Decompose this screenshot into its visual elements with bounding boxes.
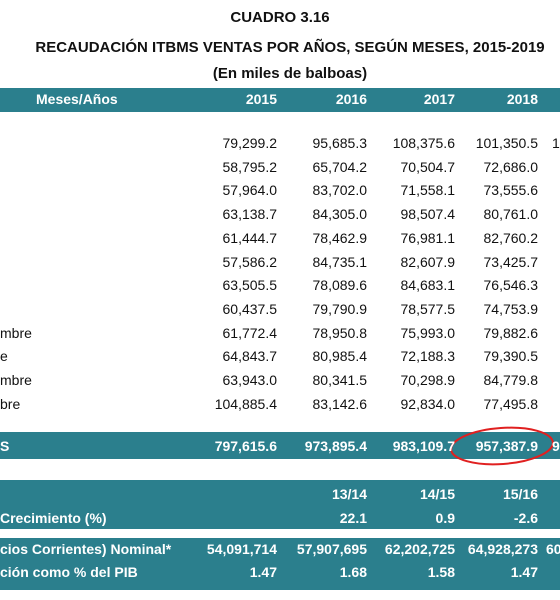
- cell: 98,507.4: [400, 206, 456, 223]
- cell: 73,425.7: [483, 253, 539, 270]
- cell: 64,843.7: [222, 348, 278, 365]
- column-header: 2016: [335, 91, 367, 107]
- gdp-label: ción como % del PIB: [0, 564, 138, 580]
- period: 13/14: [331, 486, 367, 502]
- growth-label: Crecimiento (%): [0, 510, 107, 526]
- total-cell: 983,109.7: [392, 438, 455, 454]
- cell: 72,686.0: [483, 158, 539, 175]
- total-cell: 973,895.4: [304, 438, 367, 454]
- cell: 83,702.0: [312, 182, 368, 199]
- cell: 73,555.6: [483, 182, 539, 199]
- cell: 80,341.5: [312, 372, 368, 388]
- column-header: 2017: [423, 91, 455, 107]
- cell: 76,546.3: [483, 277, 539, 294]
- cell: 79,790.9: [312, 300, 368, 317]
- cell: 57,964.0: [222, 182, 278, 199]
- cell: 82,760.2: [483, 229, 539, 246]
- cell: 79,882.6: [483, 324, 539, 341]
- cell: 65,704.2: [312, 158, 368, 175]
- cell: 95,685.3: [312, 135, 368, 151]
- cell: 83,142.6: [312, 395, 368, 412]
- cell: 108,375.6: [392, 135, 455, 151]
- unit: (En miles de balboas): [212, 65, 368, 82]
- cell: 76,981.1: [400, 229, 456, 246]
- cell: 77,495.8: [483, 395, 539, 412]
- period: 15/16: [502, 486, 538, 502]
- title: CUADRO 3.16: [230, 9, 330, 26]
- gdp-bar: [0, 538, 560, 590]
- cell: 70,298.9: [400, 372, 456, 388]
- cell: 74,753.9: [483, 300, 539, 317]
- row-label: mbre: [0, 372, 32, 388]
- cell: 60,437.5: [222, 300, 278, 317]
- cell: 80,761.0: [483, 206, 539, 223]
- total-bar: [0, 432, 560, 459]
- growth-bar: [0, 480, 560, 529]
- cell: 78,950.8: [312, 324, 368, 341]
- cell: 57,586.2: [222, 253, 278, 270]
- cell: 79,390.5: [483, 348, 539, 365]
- cell: 63,138.7: [222, 206, 278, 223]
- growth-cell: 0.9: [435, 510, 455, 526]
- cell: 104,885.4: [214, 395, 277, 412]
- total-cell: 9: [552, 438, 560, 454]
- gdp-cell: 54,091,714: [206, 541, 277, 557]
- cell: 79,299.2: [222, 135, 278, 151]
- gdp-cell: 64,928,273: [467, 541, 538, 557]
- cell: 71,558.1: [400, 182, 456, 199]
- total-label: S: [0, 438, 10, 454]
- cell: 78,462.9: [312, 229, 368, 246]
- cell: 84,735.1: [312, 253, 368, 270]
- highlight-circle: [450, 426, 554, 466]
- gdp-cell: 1.47: [510, 564, 538, 580]
- column-header: 2015: [245, 91, 277, 107]
- cell: 92,834.0: [400, 395, 456, 412]
- subtitle: RECAUDACIÓN ITBMS VENTAS POR AÑOS, SEGÚN…: [35, 39, 545, 56]
- row-label: e: [0, 348, 8, 365]
- column-header: 2018: [506, 91, 538, 107]
- cell: 70,504.7: [400, 158, 456, 175]
- cell: 1: [552, 135, 560, 151]
- cell: 75,993.0: [400, 324, 456, 341]
- growth-cell: 22.1: [339, 510, 367, 526]
- cell: 84,779.8: [483, 372, 539, 388]
- cell: 72,188.3: [400, 348, 456, 365]
- gdp-cell: 1.68: [339, 564, 367, 580]
- cell: 80,985.4: [312, 348, 368, 365]
- cell: 82,607.9: [400, 253, 456, 270]
- cell: 78,577.5: [400, 300, 456, 317]
- header-bar: [0, 88, 560, 112]
- cell: 84,305.0: [312, 206, 368, 223]
- gdp-cell: 1.58: [427, 564, 455, 580]
- cell: 84,683.1: [400, 277, 456, 294]
- gdp-cell: 60: [546, 541, 560, 557]
- total-cell: 957,387.9: [475, 438, 538, 454]
- cell: 63,943.0: [222, 372, 278, 388]
- gdp-cell: 1.47: [249, 564, 277, 580]
- cell: 101,350.5: [475, 135, 538, 151]
- cell: 63,505.5: [222, 277, 278, 294]
- column-header: Meses/Años: [36, 91, 118, 107]
- gdp-label: cios Corrientes) Nominal*: [0, 541, 172, 557]
- gdp-cell: 57,907,695: [296, 541, 367, 557]
- total-cell: 797,615.6: [214, 438, 277, 454]
- cell: 61,444.7: [222, 229, 278, 246]
- row-label: bre: [0, 395, 21, 412]
- cell: 61,772.4: [222, 324, 278, 341]
- row-label: mbre: [0, 324, 32, 341]
- cell: 58,795.2: [222, 158, 278, 175]
- gdp-cell: 62,202,725: [384, 541, 455, 557]
- cell: 78,089.6: [312, 277, 368, 294]
- period: 14/15: [419, 486, 455, 502]
- growth-cell: -2.6: [513, 510, 538, 526]
